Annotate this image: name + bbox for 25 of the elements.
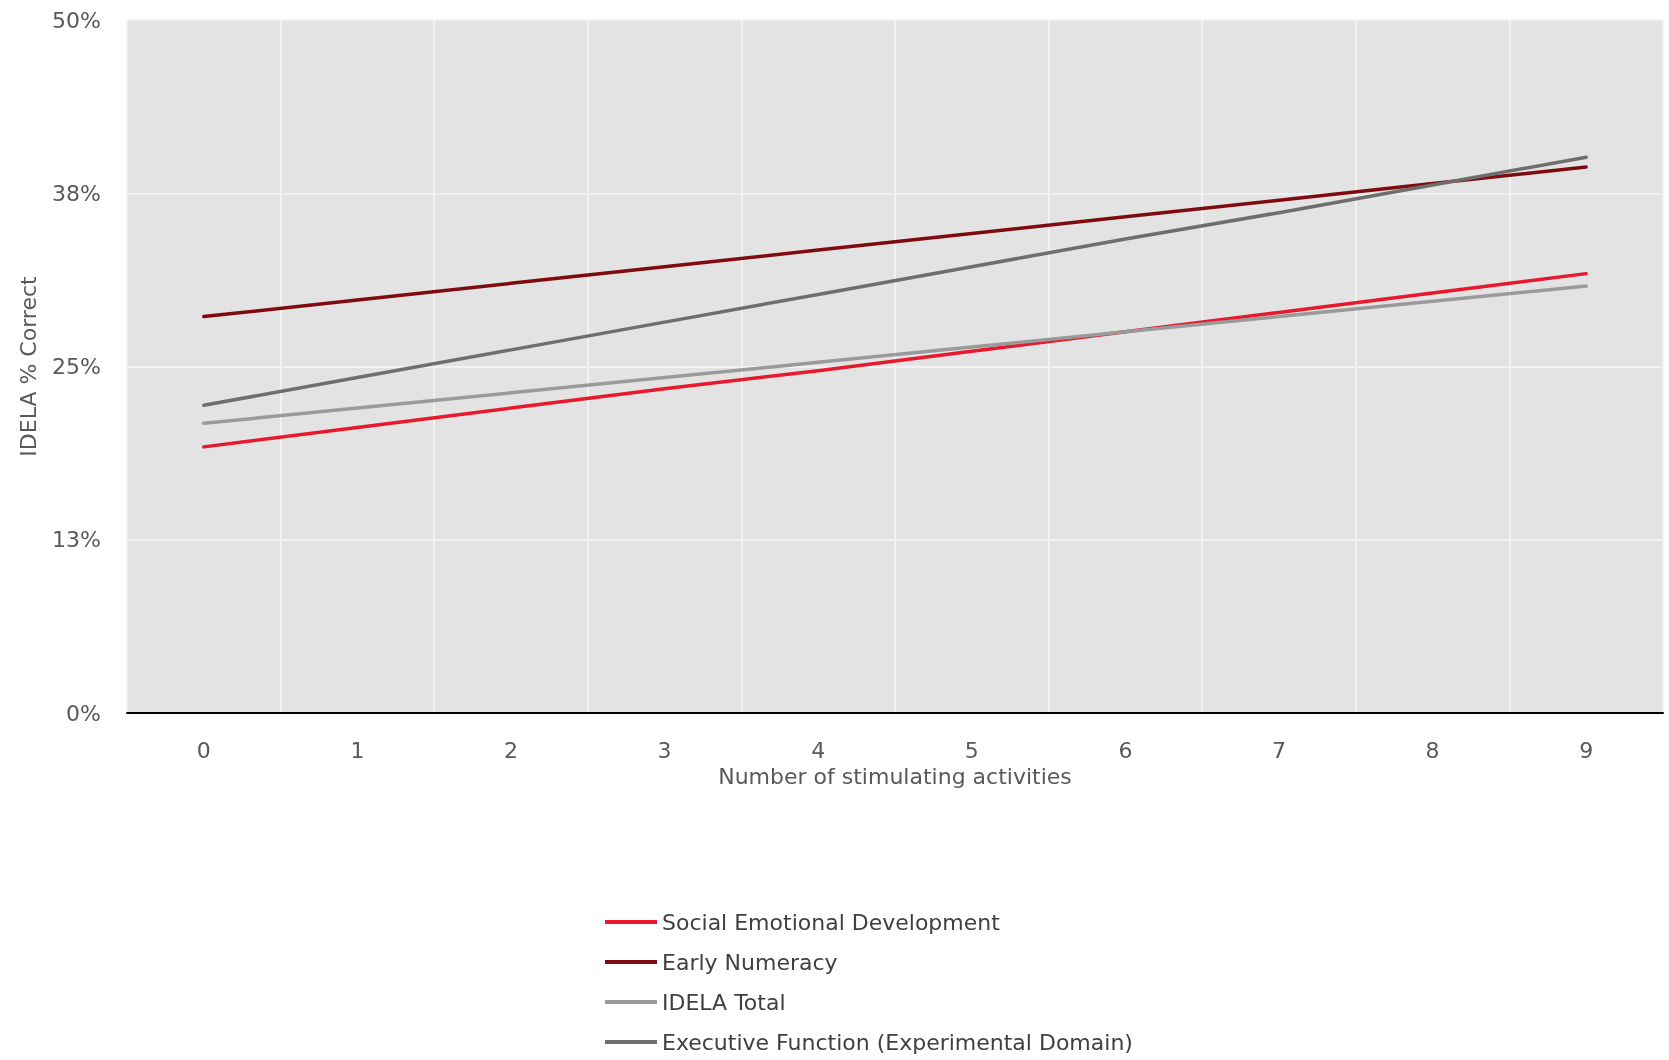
x-tick-label: 6: [1118, 737, 1133, 763]
x-tick-label: 1: [350, 737, 365, 763]
x-tick-label: 4: [811, 737, 826, 763]
x-tick-label: 2: [504, 737, 518, 763]
x-tick-label: 7: [1272, 737, 1286, 763]
x-tick-label: 3: [657, 737, 672, 763]
y-axis-title: IDELA % Correct: [15, 275, 41, 457]
x-tick-label: 0: [196, 737, 211, 763]
legend-label: IDELA Total: [662, 989, 786, 1015]
legend-label: Early Numeracy: [662, 949, 838, 975]
line-series: [202, 271, 1588, 449]
y-tick-label: 50%: [52, 7, 101, 33]
line-series: [202, 284, 1588, 426]
legend-label: Social Emotional Development: [662, 909, 1001, 935]
y-tick-label: 0%: [66, 700, 101, 726]
y-tick-label: 13%: [52, 527, 101, 553]
y-tick-label: 25%: [52, 354, 101, 379]
x-tick-label: 9: [1579, 737, 1594, 763]
x-axis-title: Number of stimulating activities: [718, 764, 1072, 790]
x-tick-label: 5: [964, 737, 979, 763]
line-series: [202, 165, 1588, 319]
y-tick-label: 38%: [52, 180, 101, 206]
legend-label: Executive Function (Experimental Domain): [662, 1029, 1133, 1055]
x-tick-label: 8: [1425, 737, 1440, 763]
line-series: [202, 155, 1588, 408]
